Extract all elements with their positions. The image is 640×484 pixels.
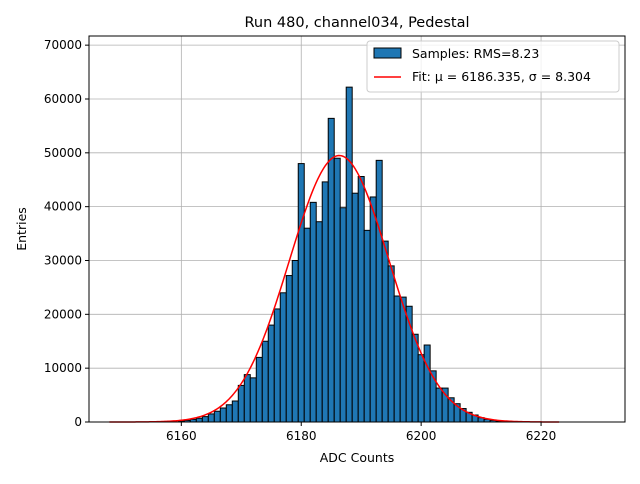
- histogram-bar: [369, 196, 377, 423]
- histogram-bar: [231, 400, 239, 423]
- histogram-bar: [207, 413, 215, 423]
- legend-swatch-samples: [373, 47, 402, 59]
- plot-frame: [88, 35, 626, 423]
- x-tick-label: 6200: [406, 429, 437, 443]
- histogram-bar: [375, 159, 383, 423]
- y-tick-label: 50000: [44, 146, 82, 160]
- histogram-bar: [429, 370, 437, 423]
- histogram-bar: [339, 207, 347, 423]
- legend-label-fit: Fit: μ = 6186.335, σ = 8.304: [412, 69, 591, 84]
- x-axis-label: ADC Counts: [320, 450, 395, 465]
- histogram-bar: [273, 308, 281, 423]
- histogram-bar: [321, 181, 329, 423]
- histogram-bar: [333, 157, 341, 423]
- histogram-bar: [279, 292, 287, 423]
- histogram-bar: [393, 295, 401, 423]
- y-tick-label: 30000: [44, 253, 82, 267]
- y-tick-label: 0: [74, 415, 82, 429]
- y-tick-label: 40000: [44, 200, 82, 214]
- histogram-bar: [363, 229, 371, 423]
- histogram-bar: [213, 410, 221, 423]
- ticks: 6160 6180 6200 6220 0 10000 20000 30000 40000 500…: [44, 38, 557, 443]
- x-tick-label: 6160: [166, 429, 197, 443]
- histogram-bar: [195, 417, 203, 423]
- histogram-bar: [255, 356, 263, 423]
- y-axis-label: Entries: [14, 207, 29, 251]
- y-tick-label: 70000: [44, 38, 82, 52]
- histogram-bar: [417, 354, 425, 423]
- histogram-bar: [237, 384, 245, 423]
- chart-title: Run 480, channel034, Pedestal: [244, 15, 469, 31]
- histogram-bar: [411, 333, 419, 423]
- histogram-bar: [285, 275, 293, 423]
- y-tick-label: 20000: [44, 307, 82, 321]
- histogram-bar: [303, 227, 311, 423]
- histogram-bar: [309, 201, 317, 423]
- histogram-bar: [291, 259, 299, 423]
- histogram-bar: [423, 344, 431, 423]
- legend: Samples: RMS=8.23 Fit: μ = 6186.335, σ =…: [366, 40, 620, 93]
- histogram-bar: [225, 404, 233, 423]
- histogram-bar: [387, 265, 395, 423]
- histogram-bar: [201, 416, 209, 423]
- y-tick-label: 10000: [44, 361, 82, 375]
- histogram-bar: [381, 240, 389, 423]
- histogram-bar: [399, 296, 407, 423]
- legend-label-samples: Samples: RMS=8.23: [412, 46, 539, 61]
- y-tick-label: 60000: [44, 92, 82, 106]
- histogram-bar: [345, 86, 353, 423]
- x-tick-label: 6220: [526, 429, 557, 443]
- histogram-bar: [327, 117, 335, 423]
- histogram-bar: [351, 192, 359, 423]
- x-tick-label: 6180: [286, 429, 317, 443]
- histogram-bar: [219, 407, 227, 423]
- histogram-bar: [261, 340, 269, 423]
- histogram-bar: [249, 377, 257, 423]
- histogram-bar: [357, 176, 365, 423]
- histogram-bar: [315, 221, 323, 423]
- histogram-bar: [435, 387, 443, 423]
- histogram-bar: [267, 324, 275, 423]
- fit-curve: [109, 154, 560, 423]
- histogram-bar: [297, 163, 305, 423]
- histogram-bar: [243, 374, 251, 423]
